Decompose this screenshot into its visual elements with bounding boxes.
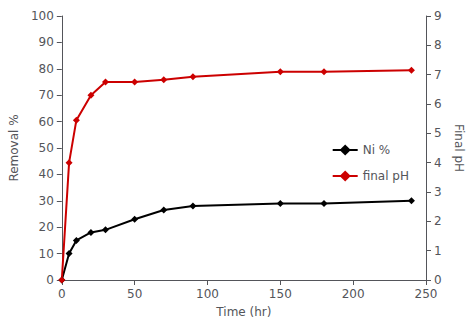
svg-text:90: 90 [39, 35, 54, 49]
svg-text:0: 0 [46, 273, 54, 287]
svg-text:40: 40 [39, 167, 54, 181]
svg-text:30: 30 [39, 194, 54, 208]
svg-text:5: 5 [434, 126, 442, 140]
svg-text:100: 100 [31, 9, 54, 23]
svg-text:100: 100 [196, 287, 219, 301]
svg-text:3: 3 [434, 185, 442, 199]
svg-text:8: 8 [434, 38, 442, 52]
svg-text:80: 80 [39, 62, 54, 76]
svg-text:200: 200 [342, 287, 365, 301]
svg-text:4: 4 [434, 156, 442, 170]
svg-text:50: 50 [39, 141, 54, 155]
svg-text:2: 2 [434, 214, 442, 228]
svg-text:70: 70 [39, 88, 54, 102]
svg-text:60: 60 [39, 115, 54, 129]
svg-text:final pH: final pH [363, 169, 409, 183]
svg-text:Time (hr): Time (hr) [215, 305, 271, 319]
svg-text:1: 1 [434, 244, 442, 258]
svg-text:6: 6 [434, 97, 442, 111]
svg-text:Ni %: Ni % [363, 143, 391, 157]
svg-text:0: 0 [58, 287, 66, 301]
svg-text:9: 9 [434, 9, 442, 23]
svg-text:20: 20 [39, 220, 54, 234]
svg-text:Final pH: Final pH [452, 124, 466, 172]
svg-text:250: 250 [415, 287, 438, 301]
svg-text:0: 0 [434, 273, 442, 287]
svg-text:10: 10 [39, 247, 54, 261]
svg-text:150: 150 [269, 287, 292, 301]
svg-text:50: 50 [127, 287, 142, 301]
svg-text:Removal %: Removal % [7, 114, 21, 181]
svg-text:7: 7 [434, 68, 442, 82]
